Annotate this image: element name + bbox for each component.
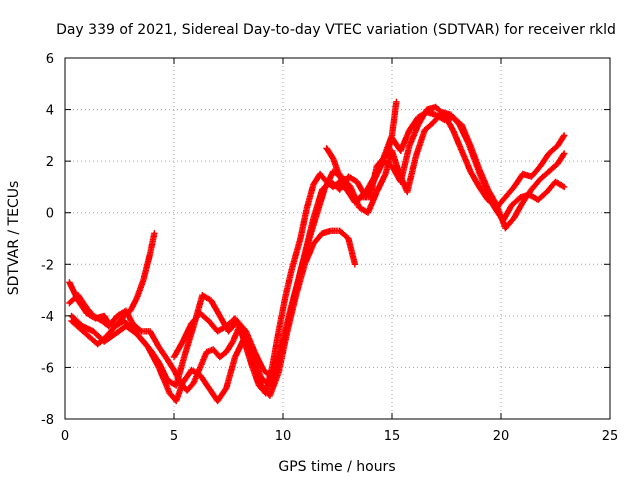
series-track-e <box>170 103 568 389</box>
x-tick-label: 15 <box>384 429 401 444</box>
series-markers <box>324 100 400 202</box>
plot-frame <box>64 57 611 420</box>
chart-title: Day 339 of 2021, Sidereal Day-to-day VTE… <box>56 22 616 38</box>
x-tick-label: 5 <box>170 429 178 444</box>
y-tick-label: 4 <box>46 104 54 119</box>
y-tick-label: 0 <box>46 207 54 222</box>
x-tick-label: 0 <box>61 429 69 444</box>
y-axis-title: SDTVAR / TECUs <box>6 181 22 296</box>
x-tick-label: 25 <box>602 429 619 444</box>
marks-layer <box>66 98 568 405</box>
series-track-f <box>323 98 400 203</box>
y-tick-label: 6 <box>46 52 54 67</box>
y-tick-label: -8 <box>41 413 54 428</box>
x-tick-label: 10 <box>275 429 292 444</box>
ticks-layer: 0 5 10 15 20 25 -8 -6 -4 -2 0 2 4 6 <box>41 52 618 444</box>
y-tick-label: -4 <box>41 310 54 325</box>
y-tick-label: -2 <box>41 258 54 273</box>
x-axis-title: GPS time / hours <box>278 459 395 475</box>
y-tick-label: 2 <box>46 155 54 170</box>
x-tick-label: 20 <box>493 429 510 444</box>
y-tick-label: -6 <box>41 361 54 376</box>
